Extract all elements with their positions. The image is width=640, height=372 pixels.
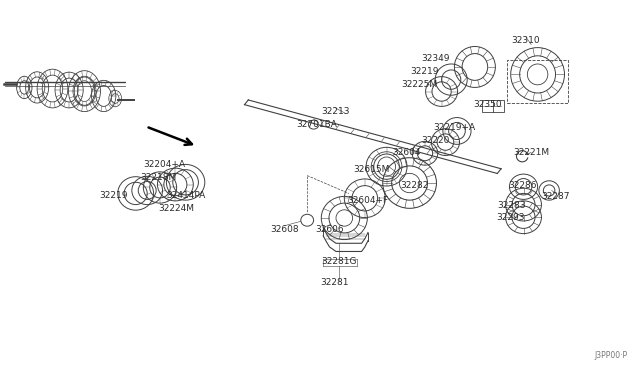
Text: 32293: 32293	[497, 214, 525, 222]
Text: 32286: 32286	[509, 182, 537, 190]
Text: 32608: 32608	[270, 225, 298, 234]
Text: 32224M: 32224M	[158, 204, 194, 213]
Text: 32213: 32213	[321, 107, 349, 116]
Text: 32349: 32349	[421, 54, 449, 63]
Text: 32282: 32282	[400, 182, 428, 190]
Text: 32283: 32283	[498, 201, 526, 210]
Text: 32310: 32310	[512, 36, 540, 45]
Text: 32701BA: 32701BA	[296, 120, 337, 129]
Text: 32604: 32604	[392, 148, 420, 157]
Text: 32218M: 32218M	[141, 173, 177, 182]
Text: 32281G: 32281G	[321, 257, 357, 266]
Text: 32350: 32350	[474, 100, 502, 109]
Bar	[507, 60, 568, 103]
Text: 32219+A: 32219+A	[433, 124, 476, 132]
Text: 32615M: 32615M	[353, 165, 389, 174]
Text: 32221M: 32221M	[513, 148, 549, 157]
Text: 32606: 32606	[316, 225, 344, 234]
Text: 32287: 32287	[541, 192, 570, 201]
Text: 32220: 32220	[421, 137, 449, 145]
Bar	[482, 100, 504, 112]
Text: 32225M: 32225M	[401, 80, 437, 89]
Text: 32204+A: 32204+A	[143, 160, 186, 169]
Text: 32281: 32281	[320, 278, 348, 287]
Text: 32219: 32219	[100, 191, 128, 200]
Text: J3PP00·P: J3PP00·P	[594, 351, 627, 360]
Text: 32219: 32219	[411, 67, 439, 76]
Text: 32604+F: 32604+F	[348, 196, 388, 205]
Text: 32414PA: 32414PA	[166, 191, 205, 200]
